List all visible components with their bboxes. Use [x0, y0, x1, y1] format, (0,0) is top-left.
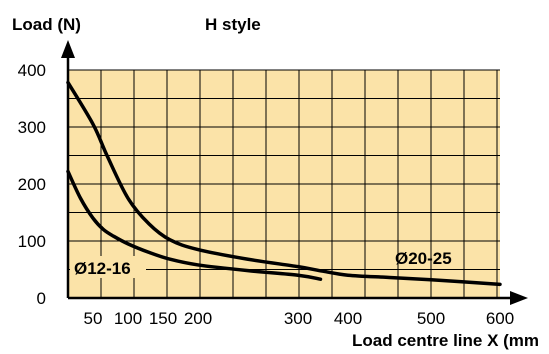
- series-label-bg-d12-16: [70, 256, 146, 278]
- chart-title: H style: [205, 15, 261, 34]
- x-tick-label: 300: [284, 309, 312, 328]
- x-tick-label: 500: [417, 309, 445, 328]
- x-tick-label: 600: [486, 309, 514, 328]
- x-tick-label: 150: [149, 309, 177, 328]
- y-tick-label: 400: [18, 61, 46, 80]
- y-tick-labels: 0 100 200 300 400: [18, 61, 46, 308]
- x-axis-label: Load centre line X (mm: [352, 331, 539, 350]
- x-tick-label: 400: [334, 309, 362, 328]
- x-axis-arrow: [510, 291, 528, 305]
- y-tick-label: 100: [18, 232, 46, 251]
- series-label-d20-25: Ø20-25: [395, 249, 452, 268]
- x-tick-label: 200: [184, 309, 212, 328]
- x-tick-label: 50: [84, 309, 103, 328]
- series-line-0: [66, 80, 502, 287]
- y-axis-label: Load (N): [12, 15, 81, 34]
- series-lines: [66, 80, 502, 287]
- x-tick-labels: 50 100 150 200 300 400 500 600: [84, 309, 515, 328]
- series-label-d12-16: Ø12-16: [74, 259, 131, 278]
- y-tick-label: 300: [18, 118, 46, 137]
- y-tick-label: 200: [18, 175, 46, 194]
- y-tick-label: 0: [37, 289, 46, 308]
- y-axis-arrow: [61, 40, 75, 58]
- series-line-1: [66, 169, 323, 281]
- x-tick-label: 100: [114, 309, 142, 328]
